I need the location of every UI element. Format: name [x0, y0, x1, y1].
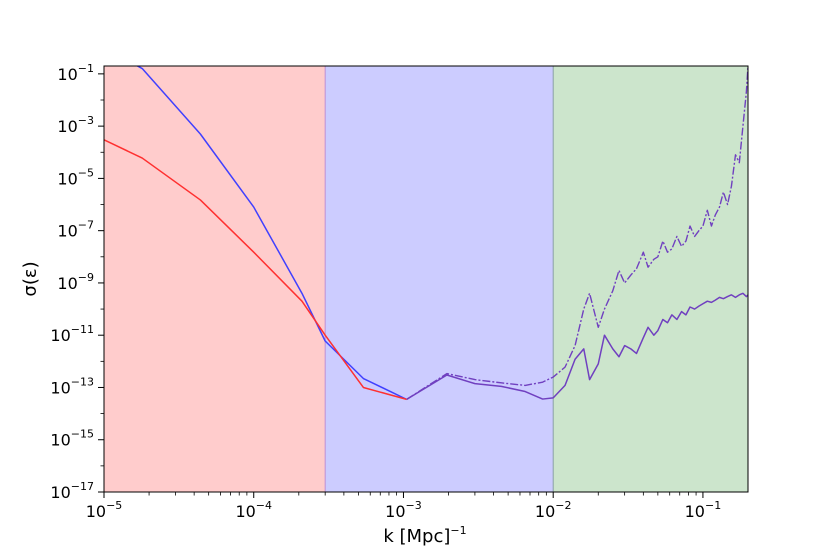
y-tick-label: 10−1 — [57, 62, 94, 84]
x-tick-label: 10−2 — [535, 499, 572, 521]
y-tick-label: 10−3 — [57, 114, 94, 136]
y-tick-label: 10−11 — [50, 323, 94, 345]
y-tick-label: 10−17 — [50, 480, 94, 502]
series-line-1 — [104, 139, 407, 401]
x-tick-label: 10−4 — [235, 499, 272, 521]
x-tick-label: 10−3 — [385, 499, 422, 521]
data-series — [104, 66, 748, 401]
x-axis-ticks: 10−5 10−4 10−3 10−2 10−1 — [86, 492, 722, 521]
series-line-2 — [406, 66, 748, 400]
y-tick-label: 10−7 — [57, 219, 94, 241]
axes-frame — [103, 65, 749, 493]
region-0 — [104, 66, 326, 492]
y-axis-label: σ(ε) — [20, 261, 41, 296]
series-line-0 — [136, 66, 407, 401]
y-tick-label: 10−5 — [57, 166, 94, 188]
y-axis-ticks: 10−17 10−15 10−13 10−11 10−9 10−7 10−5 10−3 10−1 — [50, 62, 104, 502]
series-line-3 — [406, 292, 748, 401]
region-1 — [325, 66, 554, 492]
y-tick-label: 10−15 — [50, 428, 94, 450]
y-tick-label: 10−13 — [50, 375, 94, 397]
y-tick-label: 10−9 — [57, 271, 94, 293]
x-tick-label: 10−5 — [86, 499, 123, 521]
region-2 — [553, 66, 748, 492]
x-tick-label: 10−1 — [685, 499, 722, 521]
shaded-regions — [104, 66, 748, 492]
plot-frame — [103, 65, 749, 493]
x-axis-label: k [Mpc]−1 — [383, 524, 466, 547]
